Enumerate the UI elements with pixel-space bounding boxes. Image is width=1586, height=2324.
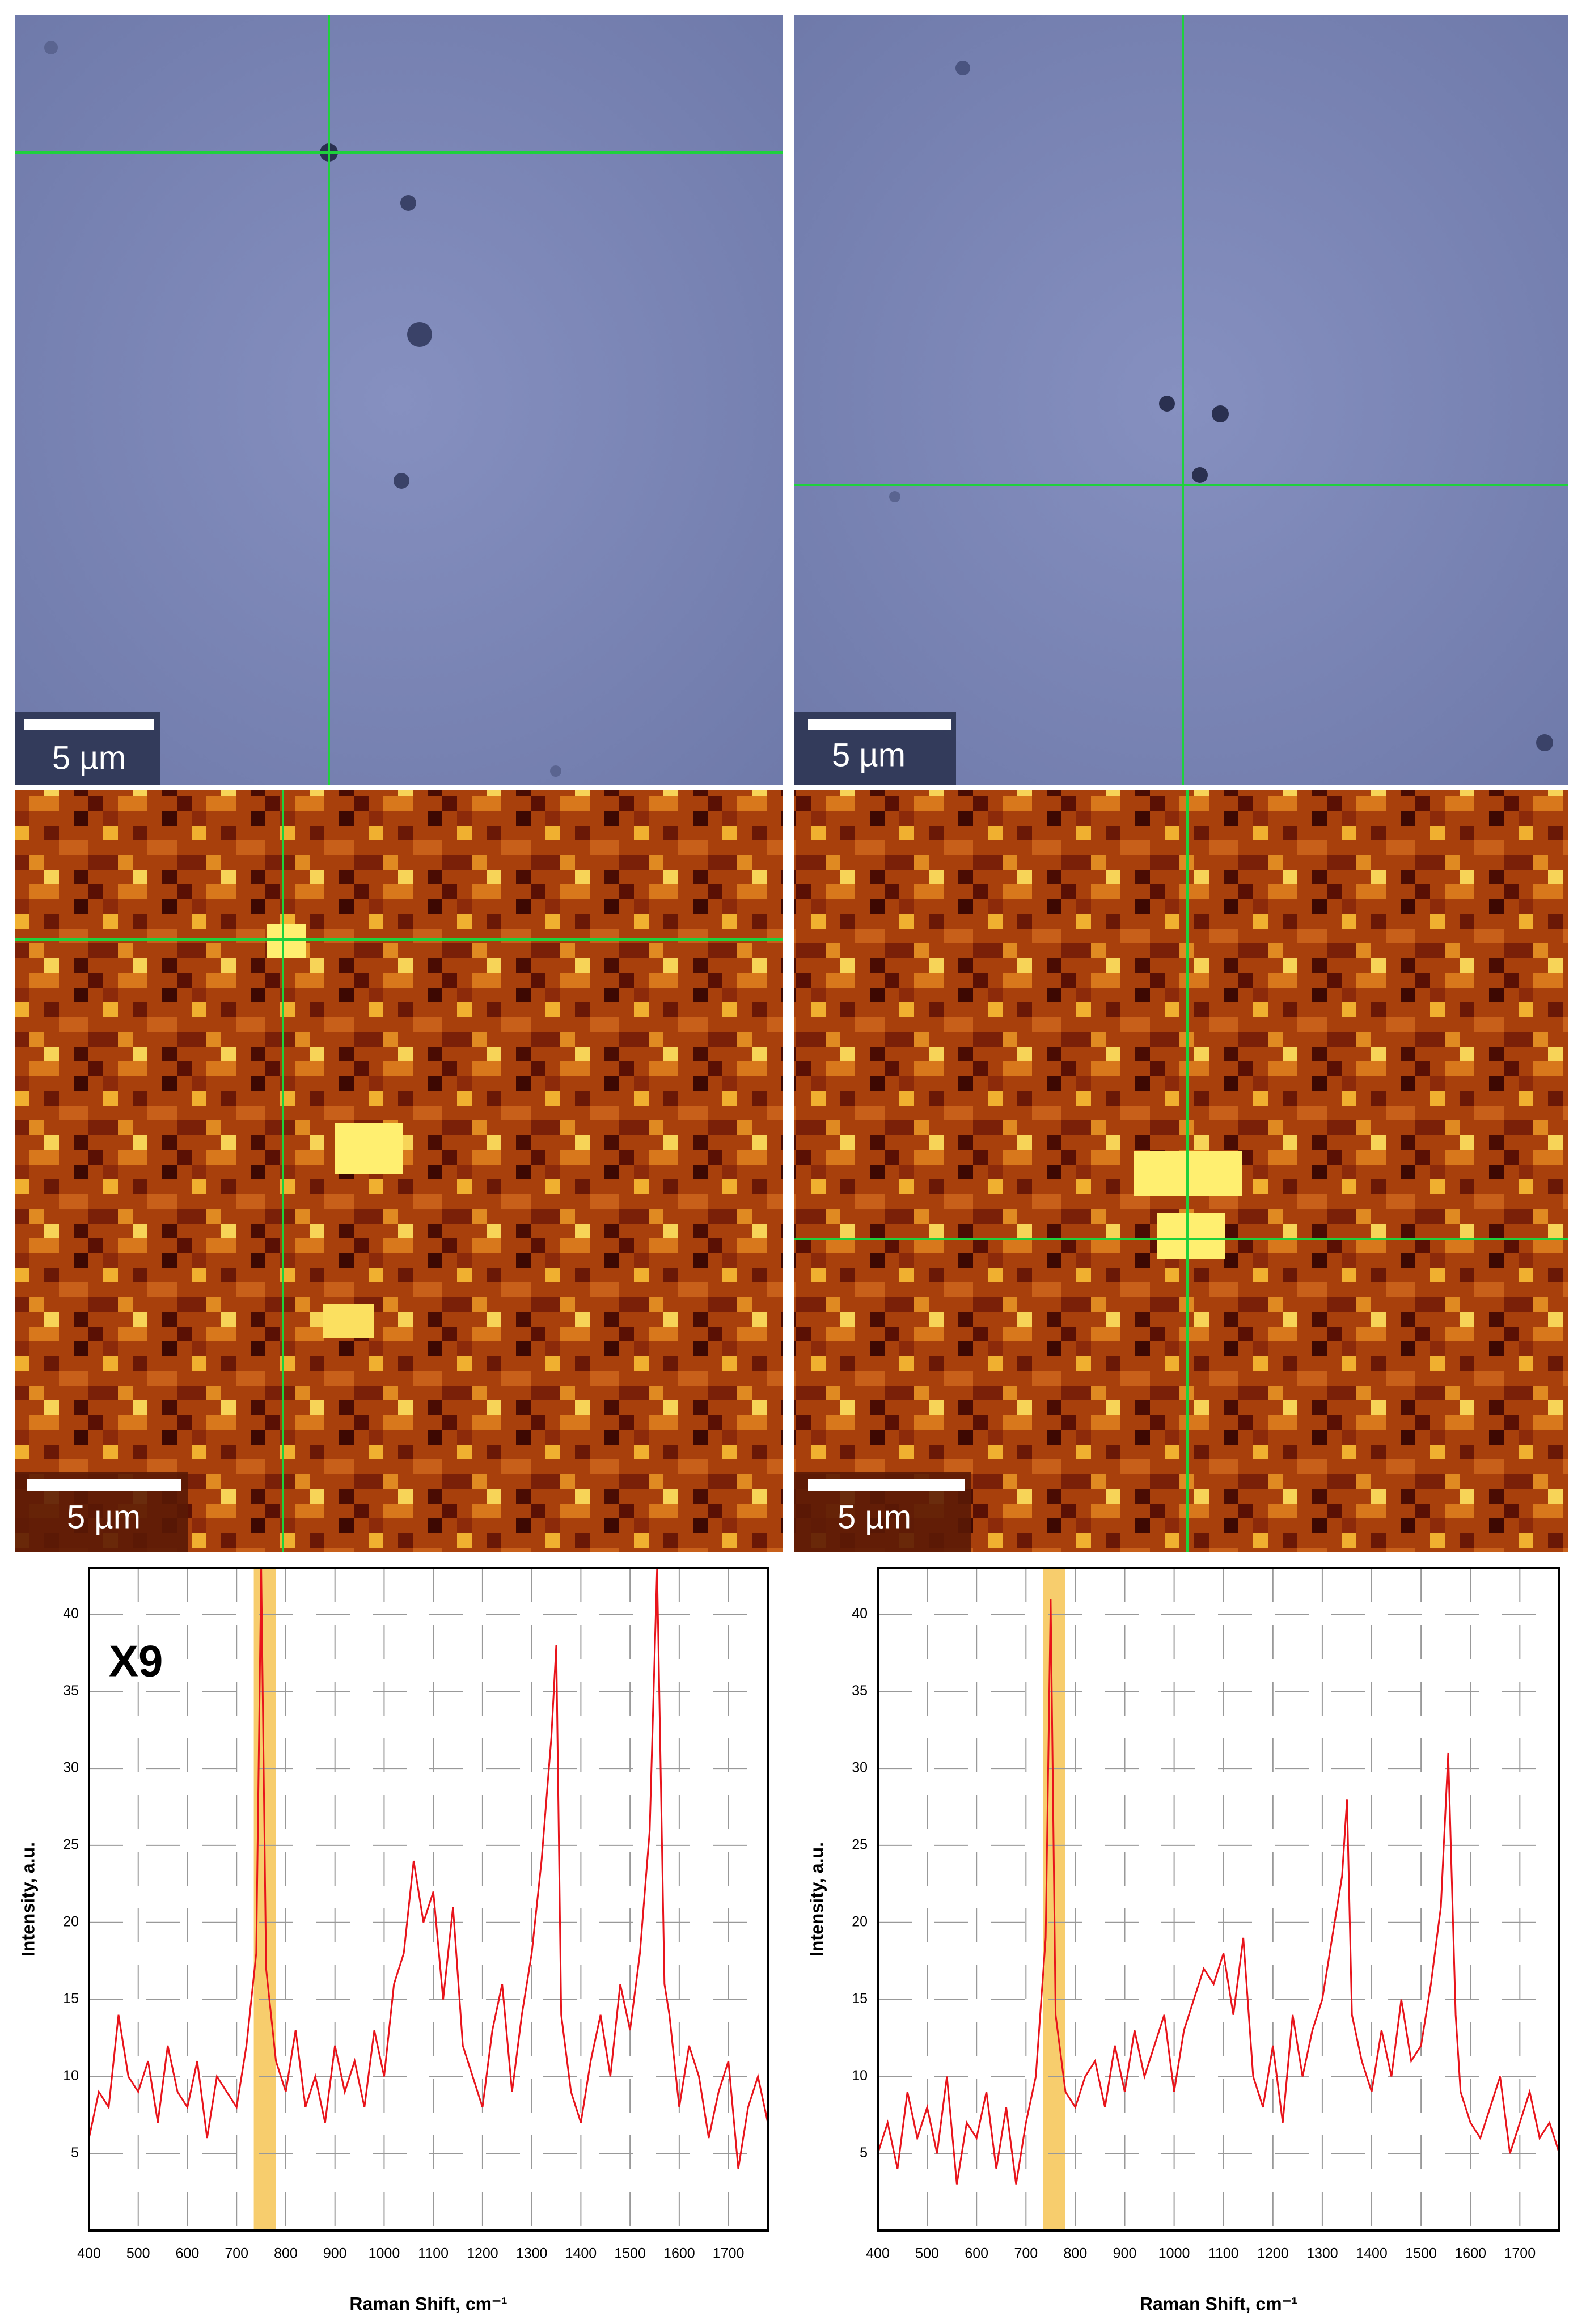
x-tick-label: 1300 bbox=[1306, 2246, 1338, 2262]
plot-frame bbox=[877, 1567, 1560, 2232]
y-tick-label: 35 bbox=[852, 1683, 868, 1699]
y-axis-label: Intensity, a.u. bbox=[18, 1842, 38, 1957]
y-tick-label: 15 bbox=[852, 1991, 868, 2006]
scale-bar: 5 µm bbox=[794, 1472, 971, 1552]
x-tick-label: 1200 bbox=[467, 2246, 498, 2262]
y-tick-label: 10 bbox=[63, 2068, 79, 2084]
x-tick-label: 800 bbox=[1064, 2246, 1088, 2262]
x-tick-label: 800 bbox=[274, 2246, 298, 2262]
x-tick-label: 1100 bbox=[418, 2246, 449, 2262]
x-tick-label: 900 bbox=[1113, 2246, 1137, 2262]
x-axis-label: Raman Shift, cm⁻¹ bbox=[349, 2293, 507, 2314]
y-tick-label: 20 bbox=[63, 1914, 79, 1929]
plot-area bbox=[878, 1568, 1559, 2230]
x-tick-label: 500 bbox=[126, 2246, 150, 2262]
x-tick-label: 1600 bbox=[663, 2246, 695, 2262]
x-axis-label: Raman Shift, cm⁻¹ bbox=[1140, 2293, 1297, 2314]
scale-bar: 5 µm bbox=[15, 1472, 188, 1552]
y-tick-label: 30 bbox=[852, 1760, 868, 1776]
x-tick-label: 1600 bbox=[1454, 2246, 1486, 2262]
y-tick-label: 35 bbox=[63, 1683, 79, 1699]
raman-map-left bbox=[15, 790, 783, 1552]
y-tick-label: 15 bbox=[63, 1991, 79, 2006]
plot-frame bbox=[88, 1567, 769, 2232]
scale-bar-label: 5 µm bbox=[52, 739, 126, 776]
x-tick-label: 1200 bbox=[1257, 2246, 1289, 2262]
x-tick-label: 1000 bbox=[1158, 2246, 1190, 2262]
y-axis-label: Intensity, a.u. bbox=[806, 1842, 827, 1957]
optical-image-left bbox=[15, 15, 783, 785]
scale-bar: 5 µm bbox=[15, 712, 160, 785]
x-tick-label: 500 bbox=[915, 2246, 939, 2262]
x-tick-label: 1500 bbox=[1405, 2246, 1437, 2262]
x-tick-label: 1700 bbox=[1504, 2246, 1536, 2262]
x-tick-label: 600 bbox=[176, 2246, 200, 2262]
x-tick-label: 700 bbox=[1014, 2246, 1038, 2262]
y-tick-label: 25 bbox=[852, 1837, 868, 1853]
x-tick-label: 1400 bbox=[1356, 2246, 1388, 2262]
plot-area bbox=[89, 1568, 768, 2230]
scale-bar-label: 5 µm bbox=[67, 1498, 141, 1535]
x-tick-label: 1300 bbox=[516, 2246, 548, 2262]
x-tick-label: 600 bbox=[965, 2246, 988, 2262]
y-tick-label: 5 bbox=[860, 2145, 868, 2161]
scale-bar-label: 5 µm bbox=[832, 736, 906, 773]
spectrum-line bbox=[877, 1599, 1560, 2185]
y-tick-label: 10 bbox=[852, 2068, 868, 2084]
x-tick-label: 1700 bbox=[713, 2246, 745, 2262]
x-tick-label: 1500 bbox=[614, 2246, 646, 2262]
y-tick-label: 20 bbox=[852, 1914, 868, 1929]
x-tick-label: 1100 bbox=[1208, 2246, 1239, 2262]
y-tick-label: 40 bbox=[63, 1606, 79, 1622]
x-tick-label: 700 bbox=[225, 2246, 248, 2262]
optical-image-right bbox=[794, 15, 1568, 785]
scale-bar: 5 µm bbox=[794, 712, 956, 785]
raman-map-right bbox=[794, 790, 1568, 1552]
x-tick-label: 900 bbox=[323, 2246, 347, 2262]
y-tick-label: 5 bbox=[71, 2145, 79, 2161]
y-tick-label: 25 bbox=[63, 1837, 79, 1853]
x-tick-label: 400 bbox=[77, 2246, 101, 2262]
y-tick-label: 30 bbox=[63, 1760, 79, 1776]
x-tick-label: 400 bbox=[866, 2246, 890, 2262]
x-tick-label: 1000 bbox=[369, 2246, 400, 2262]
y-tick-label: 40 bbox=[852, 1606, 868, 1622]
scale-bar-label: 5 µm bbox=[838, 1498, 911, 1535]
x-tick-label: 1400 bbox=[565, 2246, 597, 2262]
annotation: X9 bbox=[109, 1636, 163, 1686]
